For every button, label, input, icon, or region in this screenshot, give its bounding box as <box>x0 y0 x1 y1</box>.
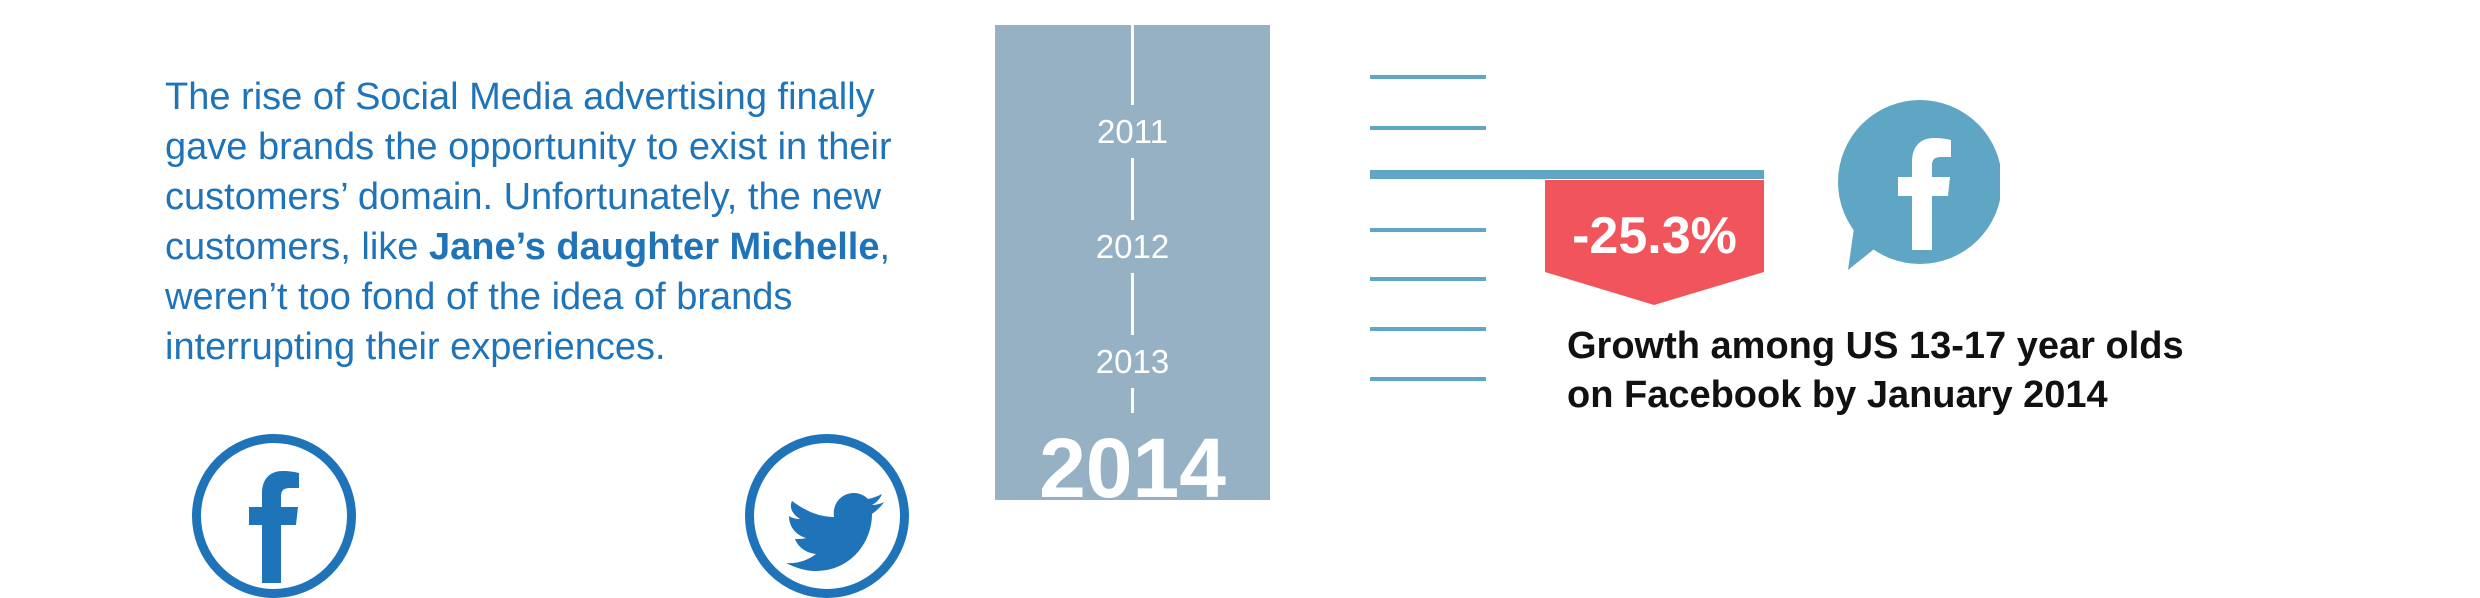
scale-tick <box>1370 277 1486 281</box>
story-text-start: The rise of Social Media advertising fin… <box>165 76 892 268</box>
stat-caption: Growth among US 13-17 year olds on Facebo… <box>1567 322 2367 420</box>
scale-tick <box>1370 228 1486 232</box>
stat-caption-line-1: Growth among US 13-17 year olds <box>1567 325 2184 367</box>
year-timeline: 2011 2012 2013 2014 <box>995 25 1270 500</box>
decline-value: -25.3% <box>1572 207 1737 265</box>
timeline-year-2013: 2013 <box>995 335 1270 388</box>
story-paragraph: The rise of Social Media advertising fin… <box>165 72 955 372</box>
scale-baseline <box>1370 170 1764 179</box>
scale-tick <box>1370 377 1486 381</box>
story-highlight: Jane’s daughter Michelle <box>428 226 880 268</box>
decline-badge: -25.3% <box>1545 180 1764 305</box>
scale-tick <box>1370 75 1486 79</box>
facebook-icon <box>192 434 356 598</box>
scale-tick <box>1370 327 1486 331</box>
timeline-year-2012: 2012 <box>995 220 1270 273</box>
stat-caption-line-2: on Facebook by January 2014 <box>1567 374 2108 416</box>
facebook-speech-bubble-icon <box>1820 100 2002 280</box>
scale-tick <box>1370 126 1486 130</box>
timeline-current-year: 2014 <box>995 413 1270 500</box>
story-text-end: , weren’t too fond of the idea of brands… <box>165 226 891 368</box>
twitter-icon <box>745 434 909 598</box>
timeline-year-2011: 2011 <box>995 105 1270 158</box>
